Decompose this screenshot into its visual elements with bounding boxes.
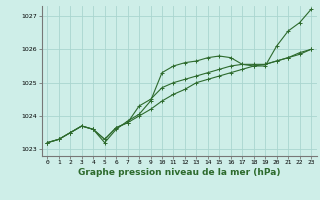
X-axis label: Graphe pression niveau de la mer (hPa): Graphe pression niveau de la mer (hPa) [78, 168, 280, 177]
